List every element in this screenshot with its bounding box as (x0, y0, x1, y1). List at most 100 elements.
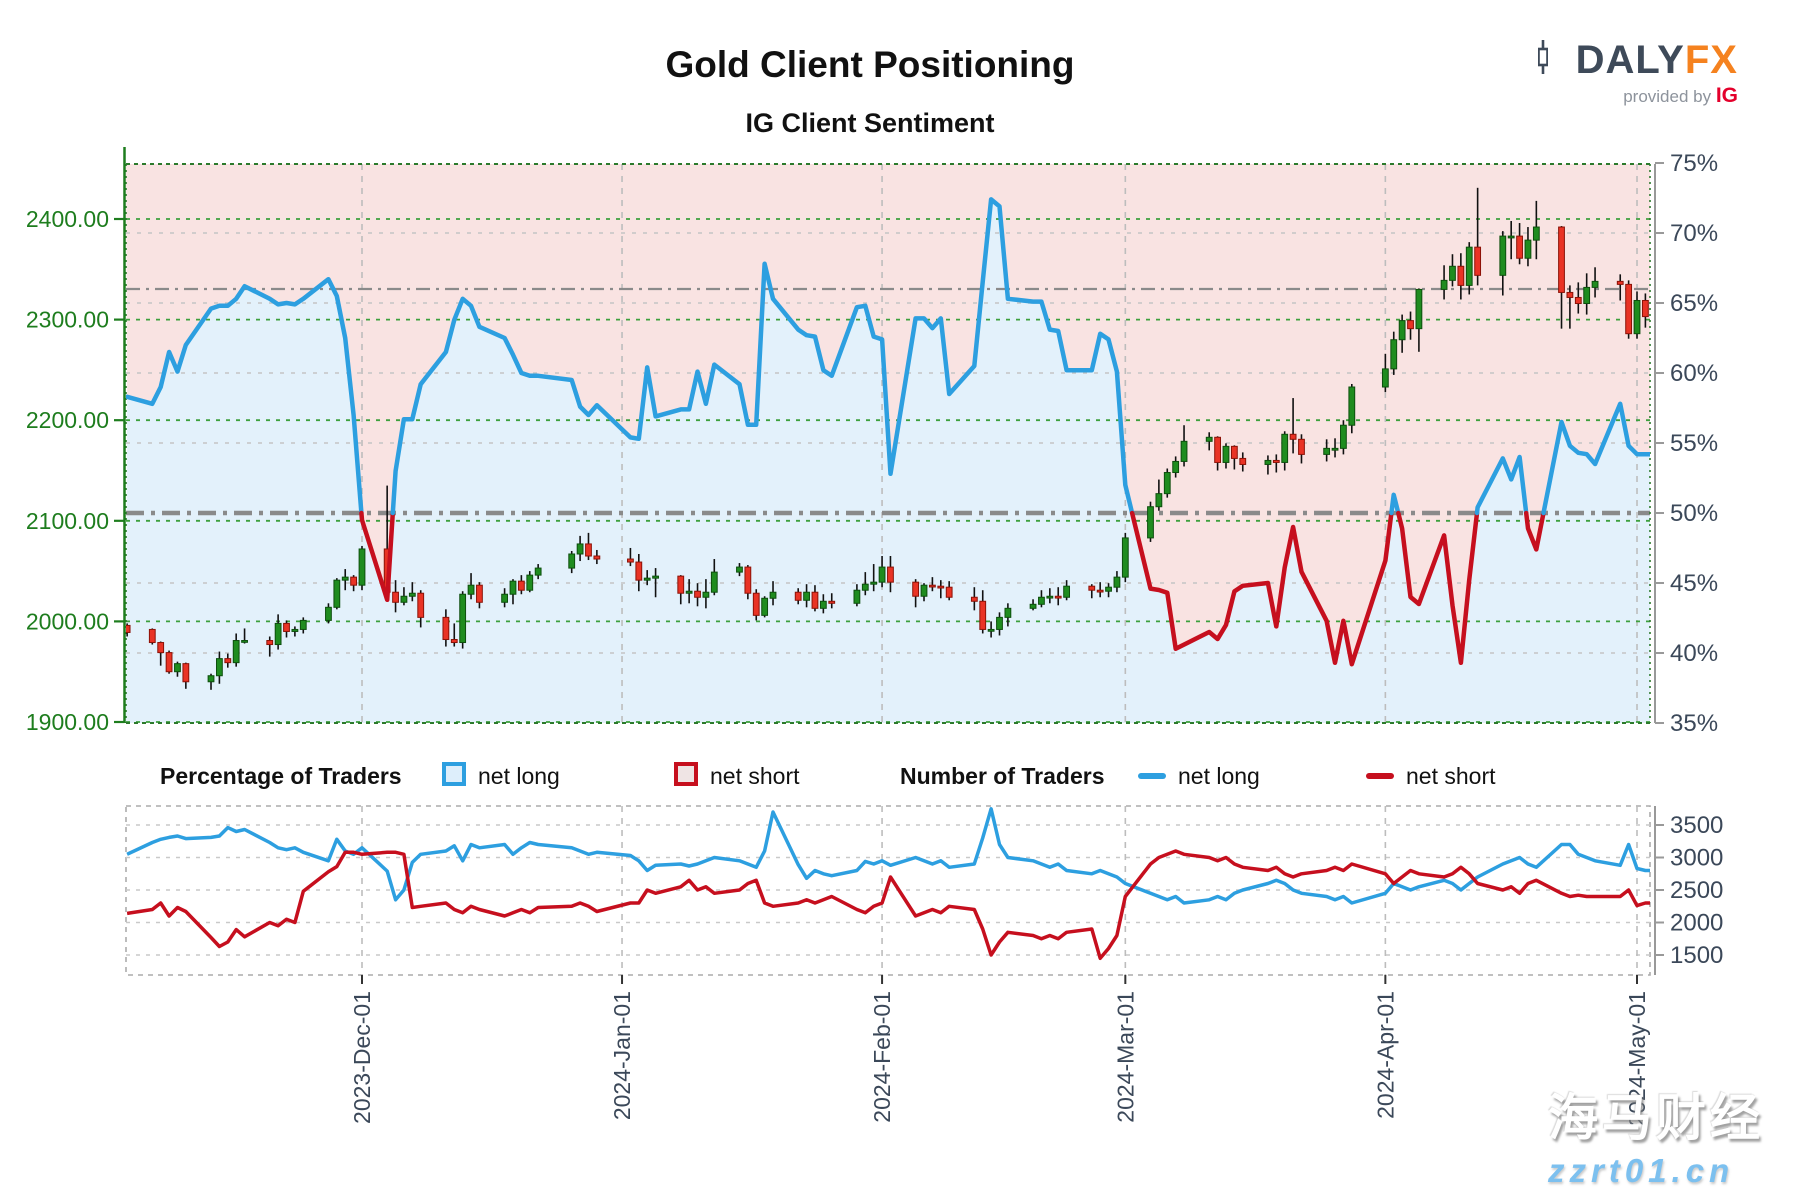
traders-chart: 3500 3000 2500 2000 1500 2023-Dec-01 2024-Jan-… (125, 805, 1723, 1127)
candle-down (517, 580, 525, 591)
candle-up (1222, 445, 1230, 463)
candle-up (819, 600, 827, 609)
candle-up (568, 553, 576, 569)
date-tick-label: 2024-Apr-01 (1372, 991, 1398, 1119)
candle-down (224, 658, 232, 664)
candle-up (996, 616, 1003, 630)
candle-up (400, 595, 408, 603)
candle-down (887, 566, 894, 583)
net-long-pct-line (1541, 401, 1650, 516)
candle-up (1004, 607, 1012, 618)
net-long-pct-line (1474, 454, 1529, 516)
candle-up (1121, 537, 1129, 578)
candle-up (274, 622, 282, 646)
candle-down (677, 575, 685, 594)
candle-up (1381, 368, 1389, 388)
percent-tick-label: 65% (1670, 290, 1718, 317)
candle-up (1331, 447, 1339, 451)
traders-lines (126, 807, 1650, 961)
candle-up (1147, 506, 1154, 539)
candle-down (937, 585, 945, 589)
candle-up (232, 640, 240, 664)
ig-logo: IG (1715, 84, 1738, 107)
logo-text-ly: LY (1635, 38, 1685, 82)
candle-down (266, 640, 274, 646)
legend-pct-net-short: net short (710, 763, 800, 789)
candle-up (769, 591, 777, 599)
date-axis: 2023-Dec-01 2024-Jan-01 2024-Feb-01 2024-Ma… (349, 975, 1650, 1127)
candle-up (1205, 436, 1213, 442)
legend-number-title: Number of Traders (900, 763, 1105, 789)
candle-up (333, 579, 341, 608)
candle-down (828, 600, 836, 604)
percent-tick-label: 75% (1670, 150, 1718, 177)
percent-tick-label: 40% (1670, 640, 1718, 667)
candle-down (283, 622, 290, 632)
candlestick-icon (1538, 40, 1548, 74)
legend-num-net-long: net long (1178, 763, 1260, 789)
candle-down (1239, 457, 1247, 465)
percent-axis: 75% 70% 65% 60% 55% 50% 45% 40% 35% (1654, 150, 1718, 737)
logo-text-fx: FX (1684, 38, 1738, 82)
candle-down (1516, 235, 1523, 259)
net-short-pct-line (359, 510, 396, 603)
date-tick-label: 2024-Feb-01 (869, 991, 895, 1123)
candle-up (1172, 460, 1180, 474)
candle-down (627, 558, 634, 563)
candle-down (1298, 438, 1305, 455)
sentiment-line (126, 197, 1650, 667)
main-chart: 2400.00 2300.00 2200.00 2100.00 2000.00 1900.… (26, 147, 1718, 737)
candle-up (509, 580, 517, 595)
dailyfx-wordmark: DA LYFX (1538, 40, 1738, 80)
net-long-pct-line (126, 276, 364, 516)
candle-up (299, 619, 307, 630)
price-tick-label: 2400.00 (26, 206, 109, 232)
price-tick-label: 2300.00 (26, 307, 109, 333)
candle-down (945, 586, 953, 598)
candle-up (1415, 288, 1423, 330)
net-long-pct-line (1389, 492, 1401, 516)
count-tick-label: 2500 (1670, 877, 1723, 904)
traders-net-short-line (126, 849, 1650, 961)
candle-down (1407, 320, 1414, 330)
candle-up (1340, 424, 1347, 449)
candle-down (1566, 291, 1574, 298)
net-short-pct-line (1523, 510, 1546, 552)
logo-text-da: DA (1575, 38, 1636, 82)
candle-up (1180, 440, 1188, 462)
candle-up (861, 583, 869, 591)
candle-down (350, 576, 358, 586)
page-title: Gold Client Positioning (665, 44, 1075, 85)
candle-up (761, 597, 769, 616)
net-long-line-swatch (1138, 773, 1166, 779)
candle-up (878, 566, 886, 583)
candle-up (803, 591, 810, 601)
candle-up (341, 576, 349, 581)
dailyfx-logo: DA LYFX provided by IG (1538, 40, 1738, 108)
percent-tick-label: 50% (1670, 500, 1718, 527)
candle-up (1105, 586, 1112, 592)
candle-up (1499, 235, 1507, 276)
candle-down (392, 591, 399, 603)
candle-up (853, 589, 861, 604)
candle-up (408, 592, 416, 597)
candle-up (1449, 265, 1456, 281)
candle-up (1264, 459, 1272, 465)
candle-down (593, 555, 601, 560)
candle-down (752, 592, 760, 616)
count-axis: 3500 3000 2500 2000 1500 (1654, 806, 1723, 975)
candle-up (207, 675, 215, 683)
candle-down (165, 652, 173, 673)
candle-up (1038, 596, 1045, 605)
candle-up (1281, 433, 1289, 463)
candle-up (291, 628, 299, 632)
count-tick-label: 2000 (1670, 910, 1723, 937)
candle-down (912, 581, 920, 597)
candle-down (585, 543, 592, 557)
candle-down (182, 663, 190, 683)
candle-down (450, 639, 458, 644)
date-tick-label: 2024-Mar-01 (1112, 991, 1138, 1123)
candle-down (979, 600, 987, 630)
net-short-pct-line (1129, 510, 1394, 667)
candle-up (1633, 299, 1641, 335)
